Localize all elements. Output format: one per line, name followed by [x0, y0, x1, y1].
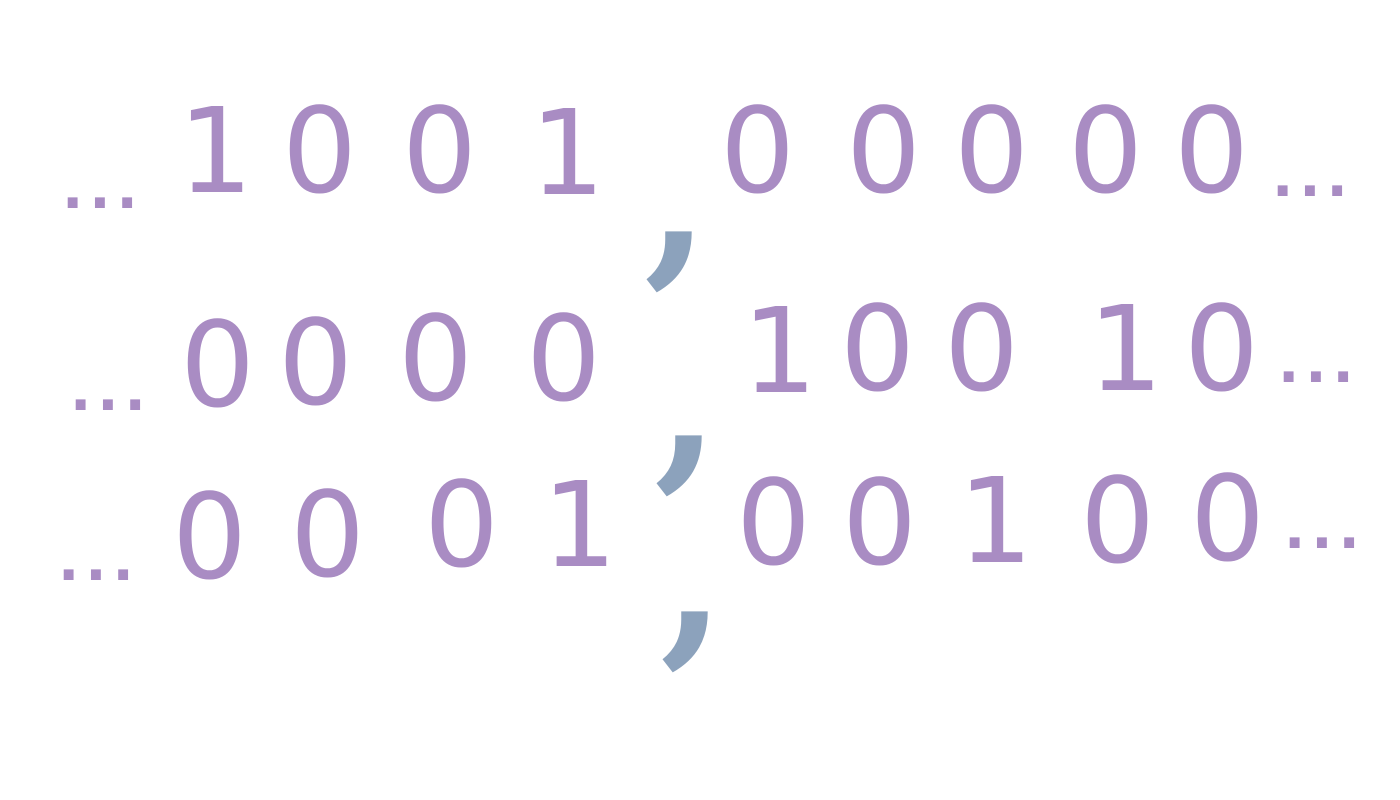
leading-ellipsis: ...	[62, 157, 144, 222]
binary-point-separator: ,	[654, 287, 721, 510]
digit: 0	[172, 468, 248, 606]
digit: 0	[402, 82, 478, 220]
digit: 0	[954, 82, 1030, 220]
binary-row-3: ... 0 0 0 1 , 0 0 1 0 0 ...	[0, 450, 1400, 670]
digit: 0	[842, 454, 918, 592]
digit: 1	[530, 84, 606, 222]
digit: 0	[720, 82, 796, 220]
digit: 0	[278, 294, 354, 432]
digit: 0	[840, 280, 916, 418]
digit: 0	[736, 454, 812, 592]
trailing-ellipsis: ...	[1284, 497, 1366, 562]
digit: 0	[1190, 450, 1266, 588]
digit: 1	[958, 452, 1034, 590]
leading-ellipsis: ...	[70, 359, 152, 424]
trailing-ellipsis: ...	[1278, 331, 1360, 396]
digit: 1	[178, 82, 254, 220]
trailing-ellipsis: ...	[1272, 145, 1354, 210]
digit: 1	[1088, 280, 1164, 418]
binary-point-separator: ,	[660, 463, 727, 686]
digit: 1	[742, 282, 818, 420]
digit: 0	[1068, 82, 1144, 220]
leading-ellipsis: ...	[58, 529, 140, 594]
digit: 1	[542, 456, 618, 594]
digit: 0	[846, 82, 922, 220]
binary-point-separator: ,	[644, 83, 711, 306]
digit: 0	[1174, 82, 1250, 220]
digit: 0	[398, 290, 474, 428]
binary-row-1: ... 1 0 0 1 , 0 0 0 0 0 ...	[0, 70, 1400, 290]
digit: 0	[290, 466, 366, 604]
digit: 0	[282, 82, 358, 220]
digit: 0	[526, 290, 602, 428]
digit: 0	[944, 280, 1020, 418]
binary-row-2: ... 0 0 0 0 , 1 0 0 1 0 ...	[0, 280, 1400, 494]
digit: 0	[180, 296, 256, 434]
digit: 0	[1184, 280, 1260, 418]
digit: 0	[1080, 452, 1156, 590]
digit: 0	[424, 456, 500, 594]
